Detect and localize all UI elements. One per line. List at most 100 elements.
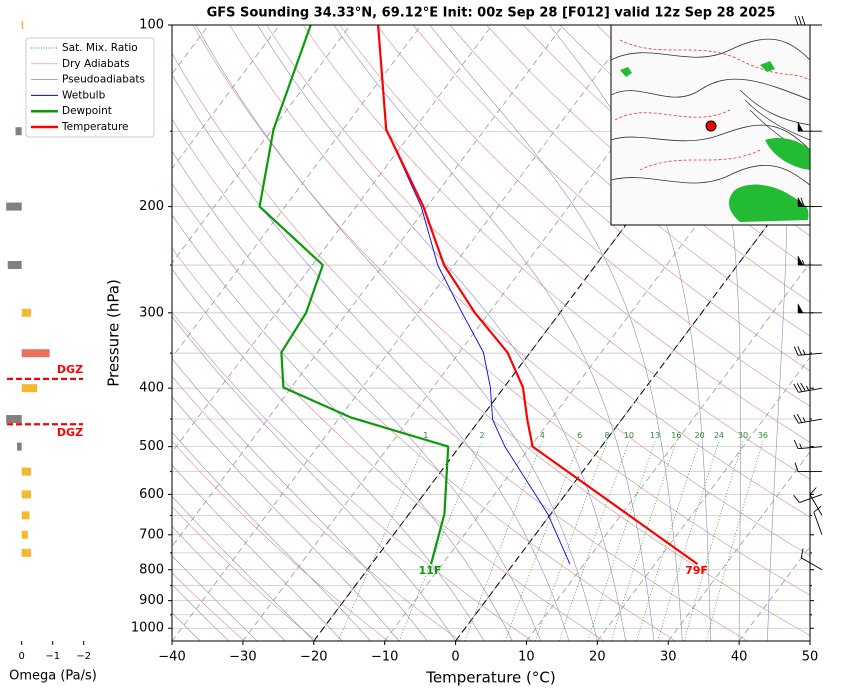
highlight-isotherm <box>455 167 810 641</box>
y-tick-label: 300 <box>139 305 164 320</box>
omega-bar <box>17 442 22 451</box>
dry-adiabat <box>172 440 389 641</box>
legend-label: Sat. Mix. Ratio <box>62 42 138 54</box>
mixing-ratio-line <box>636 441 700 641</box>
isotherm <box>172 25 280 170</box>
x-tick-label: −20 <box>300 650 327 665</box>
dry-adiabat <box>266 25 810 518</box>
profile-line <box>258 25 450 565</box>
dry-adiabat <box>376 25 810 407</box>
pseudoadiabat <box>195 25 598 641</box>
pseudoadiabat <box>172 583 229 641</box>
isotherm <box>172 25 422 359</box>
legend-label: Wetbulb <box>62 89 106 101</box>
y-tick-label: 200 <box>139 199 164 214</box>
x-tick-label: 50 <box>802 650 819 665</box>
dry-adiabat <box>412 25 810 372</box>
barb-staff <box>793 382 823 393</box>
wind-barb <box>793 493 823 504</box>
y-tick-label: 600 <box>139 487 164 502</box>
x-tick-label: −10 <box>371 650 398 665</box>
omega-x-tick-label: −2 <box>76 651 91 662</box>
omega-bar <box>21 467 31 476</box>
legend-label: Pseudoadiabats <box>62 74 145 86</box>
wind-barb <box>793 382 823 393</box>
mixing-ratio-line <box>705 441 764 641</box>
wind-barb <box>797 255 823 266</box>
y-tick-label: 1000 <box>131 621 164 636</box>
dry-adiabat <box>172 53 810 636</box>
wind-barb <box>793 413 823 424</box>
legend-label: Dry Adiabats <box>62 58 130 70</box>
omega-bar <box>21 548 31 557</box>
mixing-ratio-label: 16 <box>671 431 681 440</box>
omega-bar <box>21 490 31 499</box>
omega-bar <box>21 530 28 539</box>
mixing-ratio-label: 36 <box>758 431 768 440</box>
wind-barb <box>793 439 823 450</box>
barb-flag <box>797 121 804 132</box>
dry-adiabat <box>172 375 461 641</box>
omega-bar <box>15 127 22 136</box>
omega-bar <box>6 202 22 211</box>
wind-barb <box>794 15 822 26</box>
barb-staff <box>793 413 823 424</box>
barb-staff <box>793 439 823 450</box>
omega-bar <box>21 308 31 317</box>
omega-bar <box>21 21 24 29</box>
mixing-ratio-label: 6 <box>577 431 582 440</box>
wind-barb <box>797 302 823 314</box>
barb-staff <box>800 548 823 571</box>
wind-barb <box>797 121 823 132</box>
mixing-ratio-label: 13 <box>650 431 660 440</box>
x-axis-label: Temperature (°C) <box>425 669 555 687</box>
omega-bar <box>21 384 38 393</box>
isotherm <box>526 262 810 641</box>
mixing-ratio-label: 30 <box>738 431 748 440</box>
barb-staff <box>813 505 823 535</box>
pseudoadiabat <box>767 25 788 641</box>
y-tick-label: 800 <box>139 562 164 577</box>
omega-bar <box>6 415 22 424</box>
legend-label: Temperature <box>61 121 129 133</box>
dry-adiabat <box>486 25 810 303</box>
dry-adiabat <box>339 25 810 443</box>
barb-staff <box>809 487 823 516</box>
x-tick-label: −40 <box>158 650 185 665</box>
profiles <box>258 25 699 565</box>
dry-adiabat <box>172 506 317 641</box>
omega-bar <box>7 261 22 270</box>
barb-staff <box>793 493 823 504</box>
pseudoadiabat <box>172 214 513 641</box>
dry-adiabat <box>302 25 810 480</box>
surface-label: 79F <box>685 564 708 577</box>
omega-axis-label: Omega (Pa/s) <box>9 669 97 684</box>
mixing-ratio-line <box>587 441 656 641</box>
x-tick-label: −30 <box>229 650 256 665</box>
barb-staff <box>793 346 823 356</box>
dry-adiabat <box>229 25 810 556</box>
isotherm <box>172 25 493 453</box>
pseudoadiabat <box>172 464 343 641</box>
pseudoadiabat <box>172 396 400 641</box>
barb-staff <box>794 462 822 473</box>
chart-title: GFS Sounding 34.33°N, 69.12°E Init: 00z … <box>207 6 776 21</box>
wind-barb <box>800 548 823 571</box>
mixing-ratio-label: 8 <box>605 431 610 440</box>
legend: Sat. Mix. Ratio Dry Adiabats Pseudoadiabat… <box>25 37 155 138</box>
mixing-ratio-line <box>558 441 630 641</box>
mixing-ratio-line <box>683 441 744 641</box>
isotherm <box>172 25 635 641</box>
mixing-ratio-label: 10 <box>624 431 634 440</box>
y-tick-label: 100 <box>139 18 164 33</box>
surface-label: 11F <box>419 564 442 577</box>
y-tick-label: 400 <box>139 381 164 396</box>
barb-staff <box>794 15 822 26</box>
isotherm <box>172 25 564 548</box>
y-tick-label: 700 <box>139 527 164 542</box>
pseudoadiabat <box>172 555 258 641</box>
dry-adiabat <box>172 247 605 641</box>
pseudoadiabat <box>677 25 741 641</box>
legend-label: Dewpoint <box>62 105 112 117</box>
